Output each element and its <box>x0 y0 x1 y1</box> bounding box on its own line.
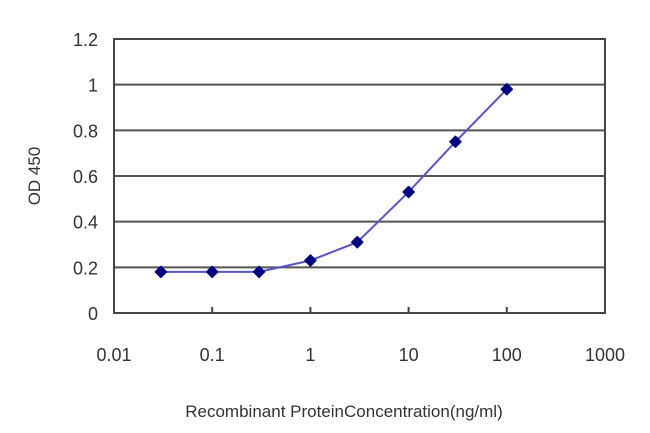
y-tick-label: 0.6 <box>73 167 98 187</box>
data-markers <box>154 82 514 279</box>
y-tick-label: 1.2 <box>73 30 98 50</box>
data-line <box>160 88 508 273</box>
x-axis-title: Recombinant ProteinConcentration(ng/ml) <box>185 402 503 421</box>
data-point-marker <box>205 265 219 279</box>
y-tick-label: 0.4 <box>73 213 98 233</box>
y-axis-tick-labels: 0 0.2 0.4 0.6 0.8 1 1.2 <box>73 30 98 324</box>
x-tick-label: 10 <box>399 345 419 365</box>
y-axis-title: OD 450 <box>25 147 44 206</box>
x-axis-ticks <box>113 307 606 313</box>
data-point-marker <box>154 265 168 279</box>
x-axis-tick-labels: 0.01 0.1 1 10 100 1000 <box>96 345 625 365</box>
x-tick-label: 0.01 <box>96 345 131 365</box>
data-point-marker <box>304 254 317 267</box>
data-point-marker <box>351 235 364 249</box>
data-point-marker <box>252 265 266 279</box>
x-tick-label: 100 <box>492 345 522 365</box>
y-tick-label: 0.2 <box>73 258 98 278</box>
gridlines <box>114 83 605 269</box>
x-tick-label: 0.1 <box>200 345 225 365</box>
x-tick-label: 1000 <box>585 345 625 365</box>
data-point-marker <box>449 135 462 148</box>
data-point-marker <box>500 82 514 96</box>
y-tick-label: 0.8 <box>73 121 98 141</box>
y-tick-label: 1 <box>88 76 98 96</box>
y-tick-label: 0 <box>88 304 98 324</box>
data-point-marker <box>402 185 415 199</box>
plot-frame <box>113 38 606 314</box>
x-tick-label: 1 <box>305 345 315 365</box>
